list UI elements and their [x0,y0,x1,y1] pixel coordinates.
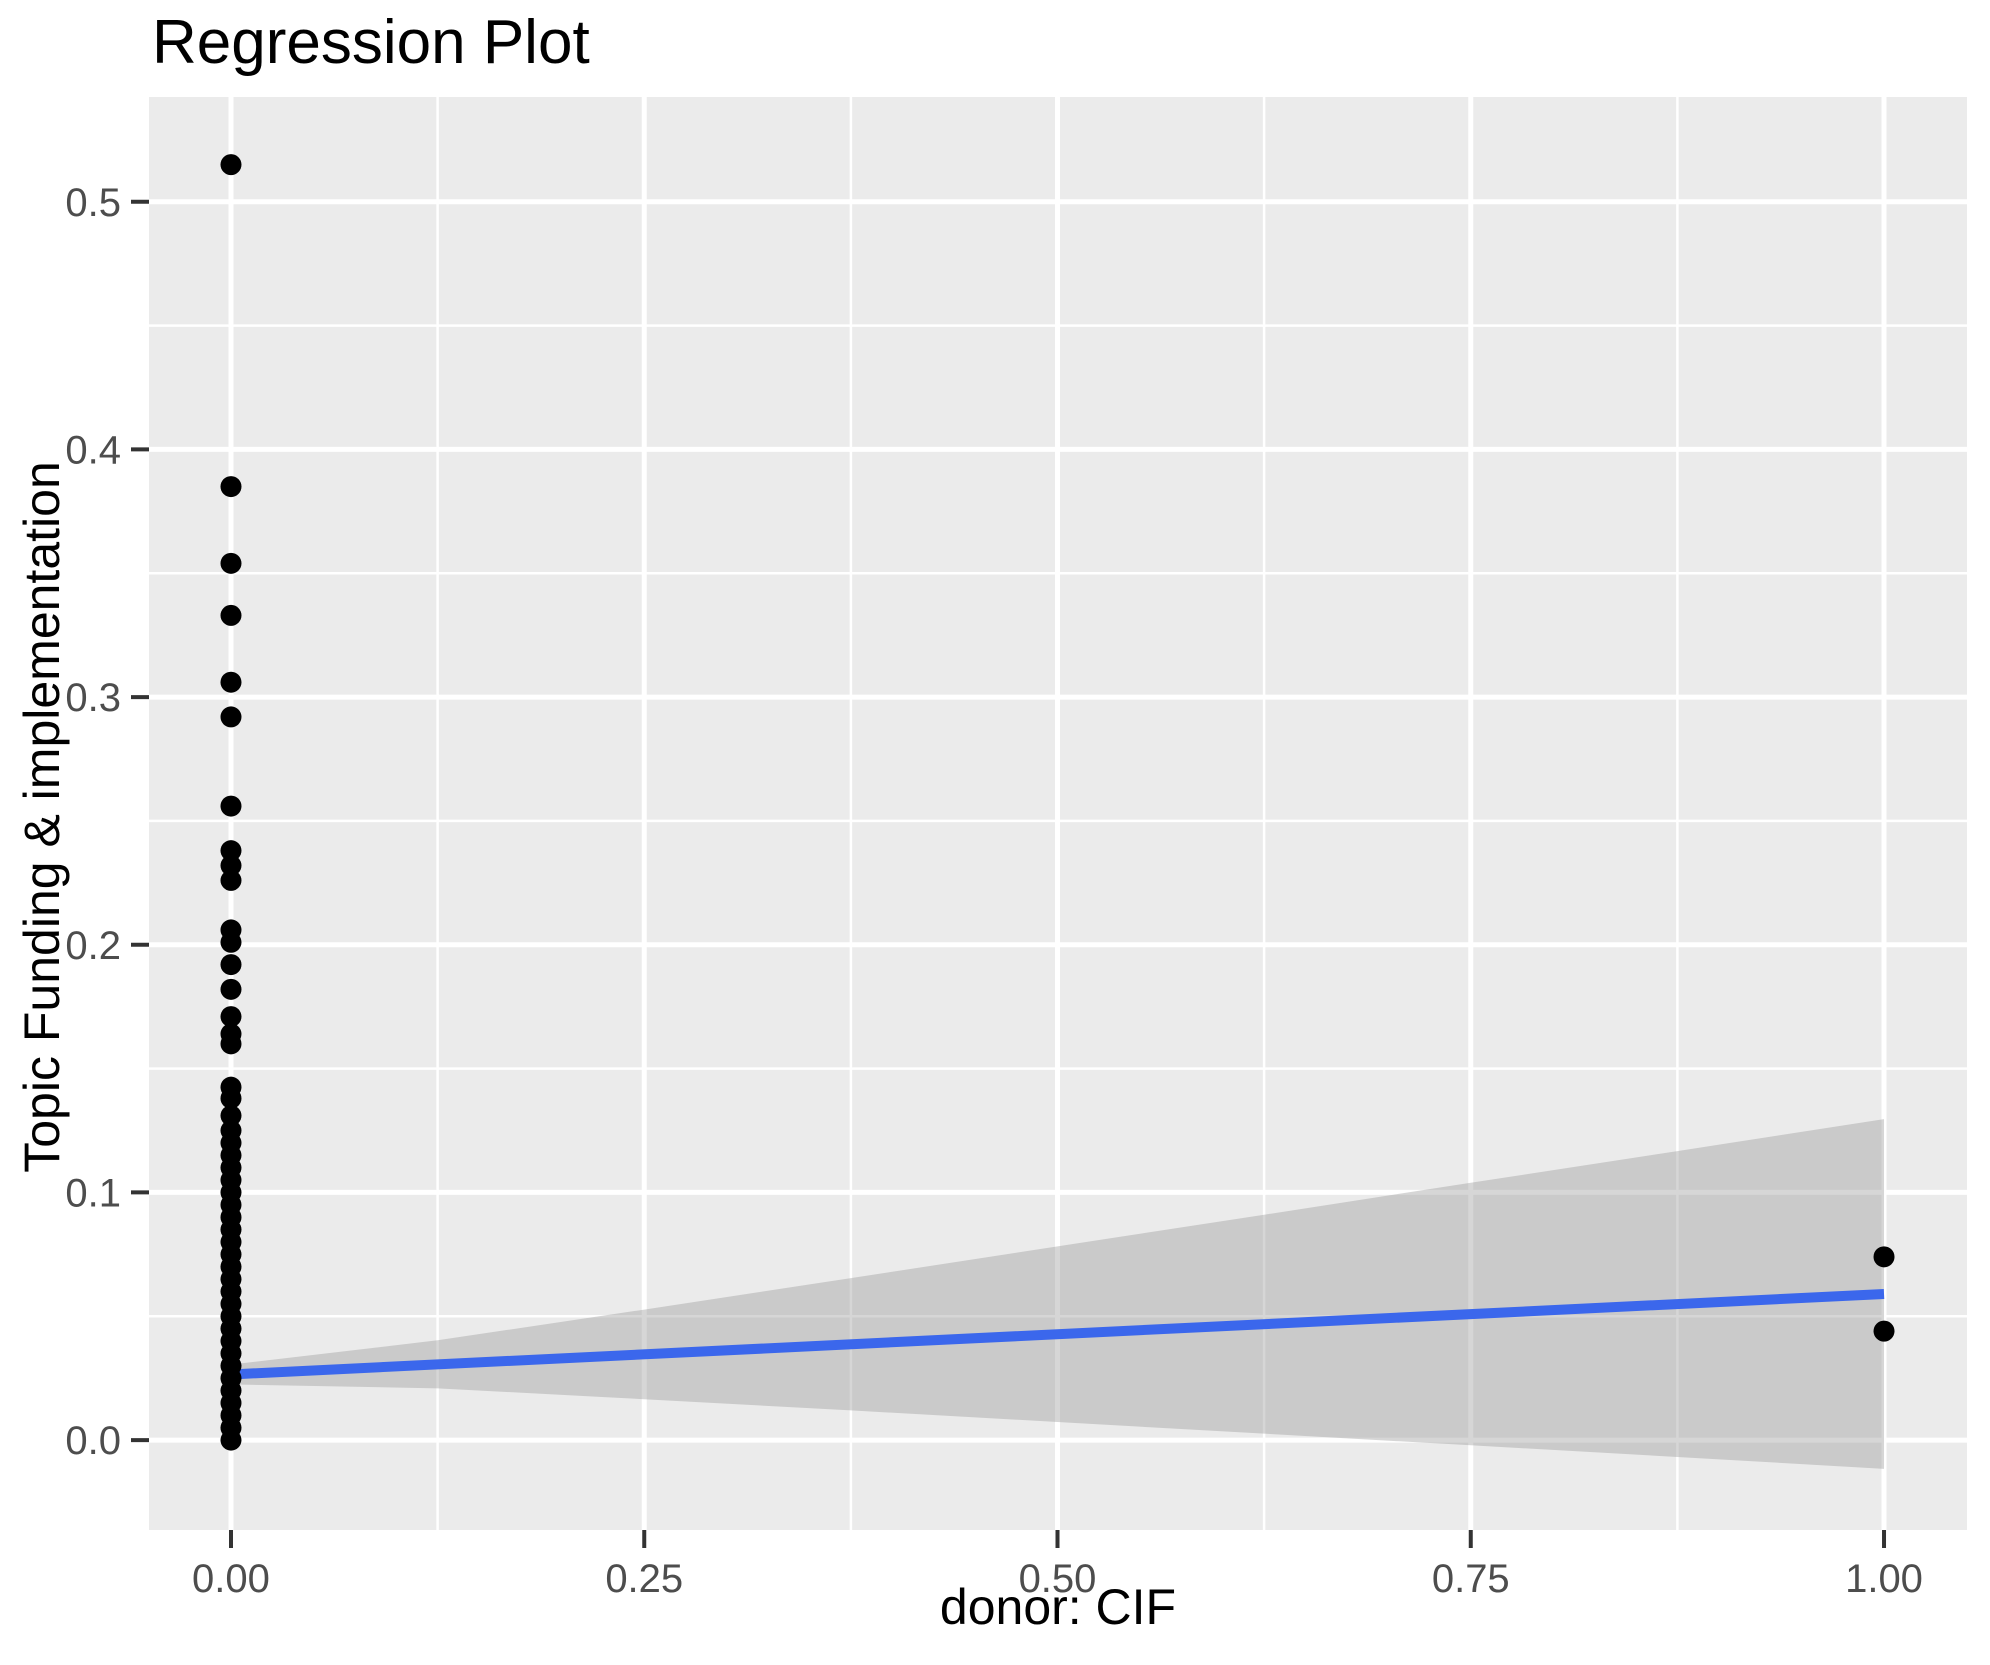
data-point [220,706,242,728]
x-tick-label: 0.50 [1019,1557,1097,1601]
y-tick-label: 0.1 [65,1171,121,1215]
data-point [220,1033,242,1055]
data-point [220,1105,242,1127]
data-point [220,552,242,574]
data-point [1873,1246,1895,1268]
data-point [220,1006,242,1028]
x-tick-label: 1.00 [1845,1557,1923,1601]
data-point [220,840,242,862]
data-point [220,1429,242,1451]
data-point [220,154,242,176]
x-tick-label: 0.75 [1432,1557,1510,1601]
plot-title: Regression Plot [152,8,590,77]
y-tick-label: 0.3 [65,676,121,720]
data-point [1873,1320,1895,1342]
data-point [220,931,242,953]
data-point [220,476,242,498]
y-tick-label: 0.2 [65,924,121,968]
x-tick-label: 0.25 [605,1557,683,1601]
data-point [220,671,242,693]
x-axis-title: donor: CIF [939,1579,1177,1635]
y-tick-label: 0.5 [65,181,121,225]
confidence-band [230,1119,1885,1469]
data-point [220,869,242,891]
x-tick-label: 0.00 [192,1557,270,1601]
regression-line [230,1288,1885,1380]
data-point [220,954,242,976]
data-point [220,795,242,817]
data-point [220,604,242,626]
data-point [220,1087,242,1109]
y-tick-label: 0.4 [65,428,121,472]
data-point [220,855,242,877]
data-point [220,978,242,1000]
y-tick-label: 0.0 [65,1419,121,1463]
